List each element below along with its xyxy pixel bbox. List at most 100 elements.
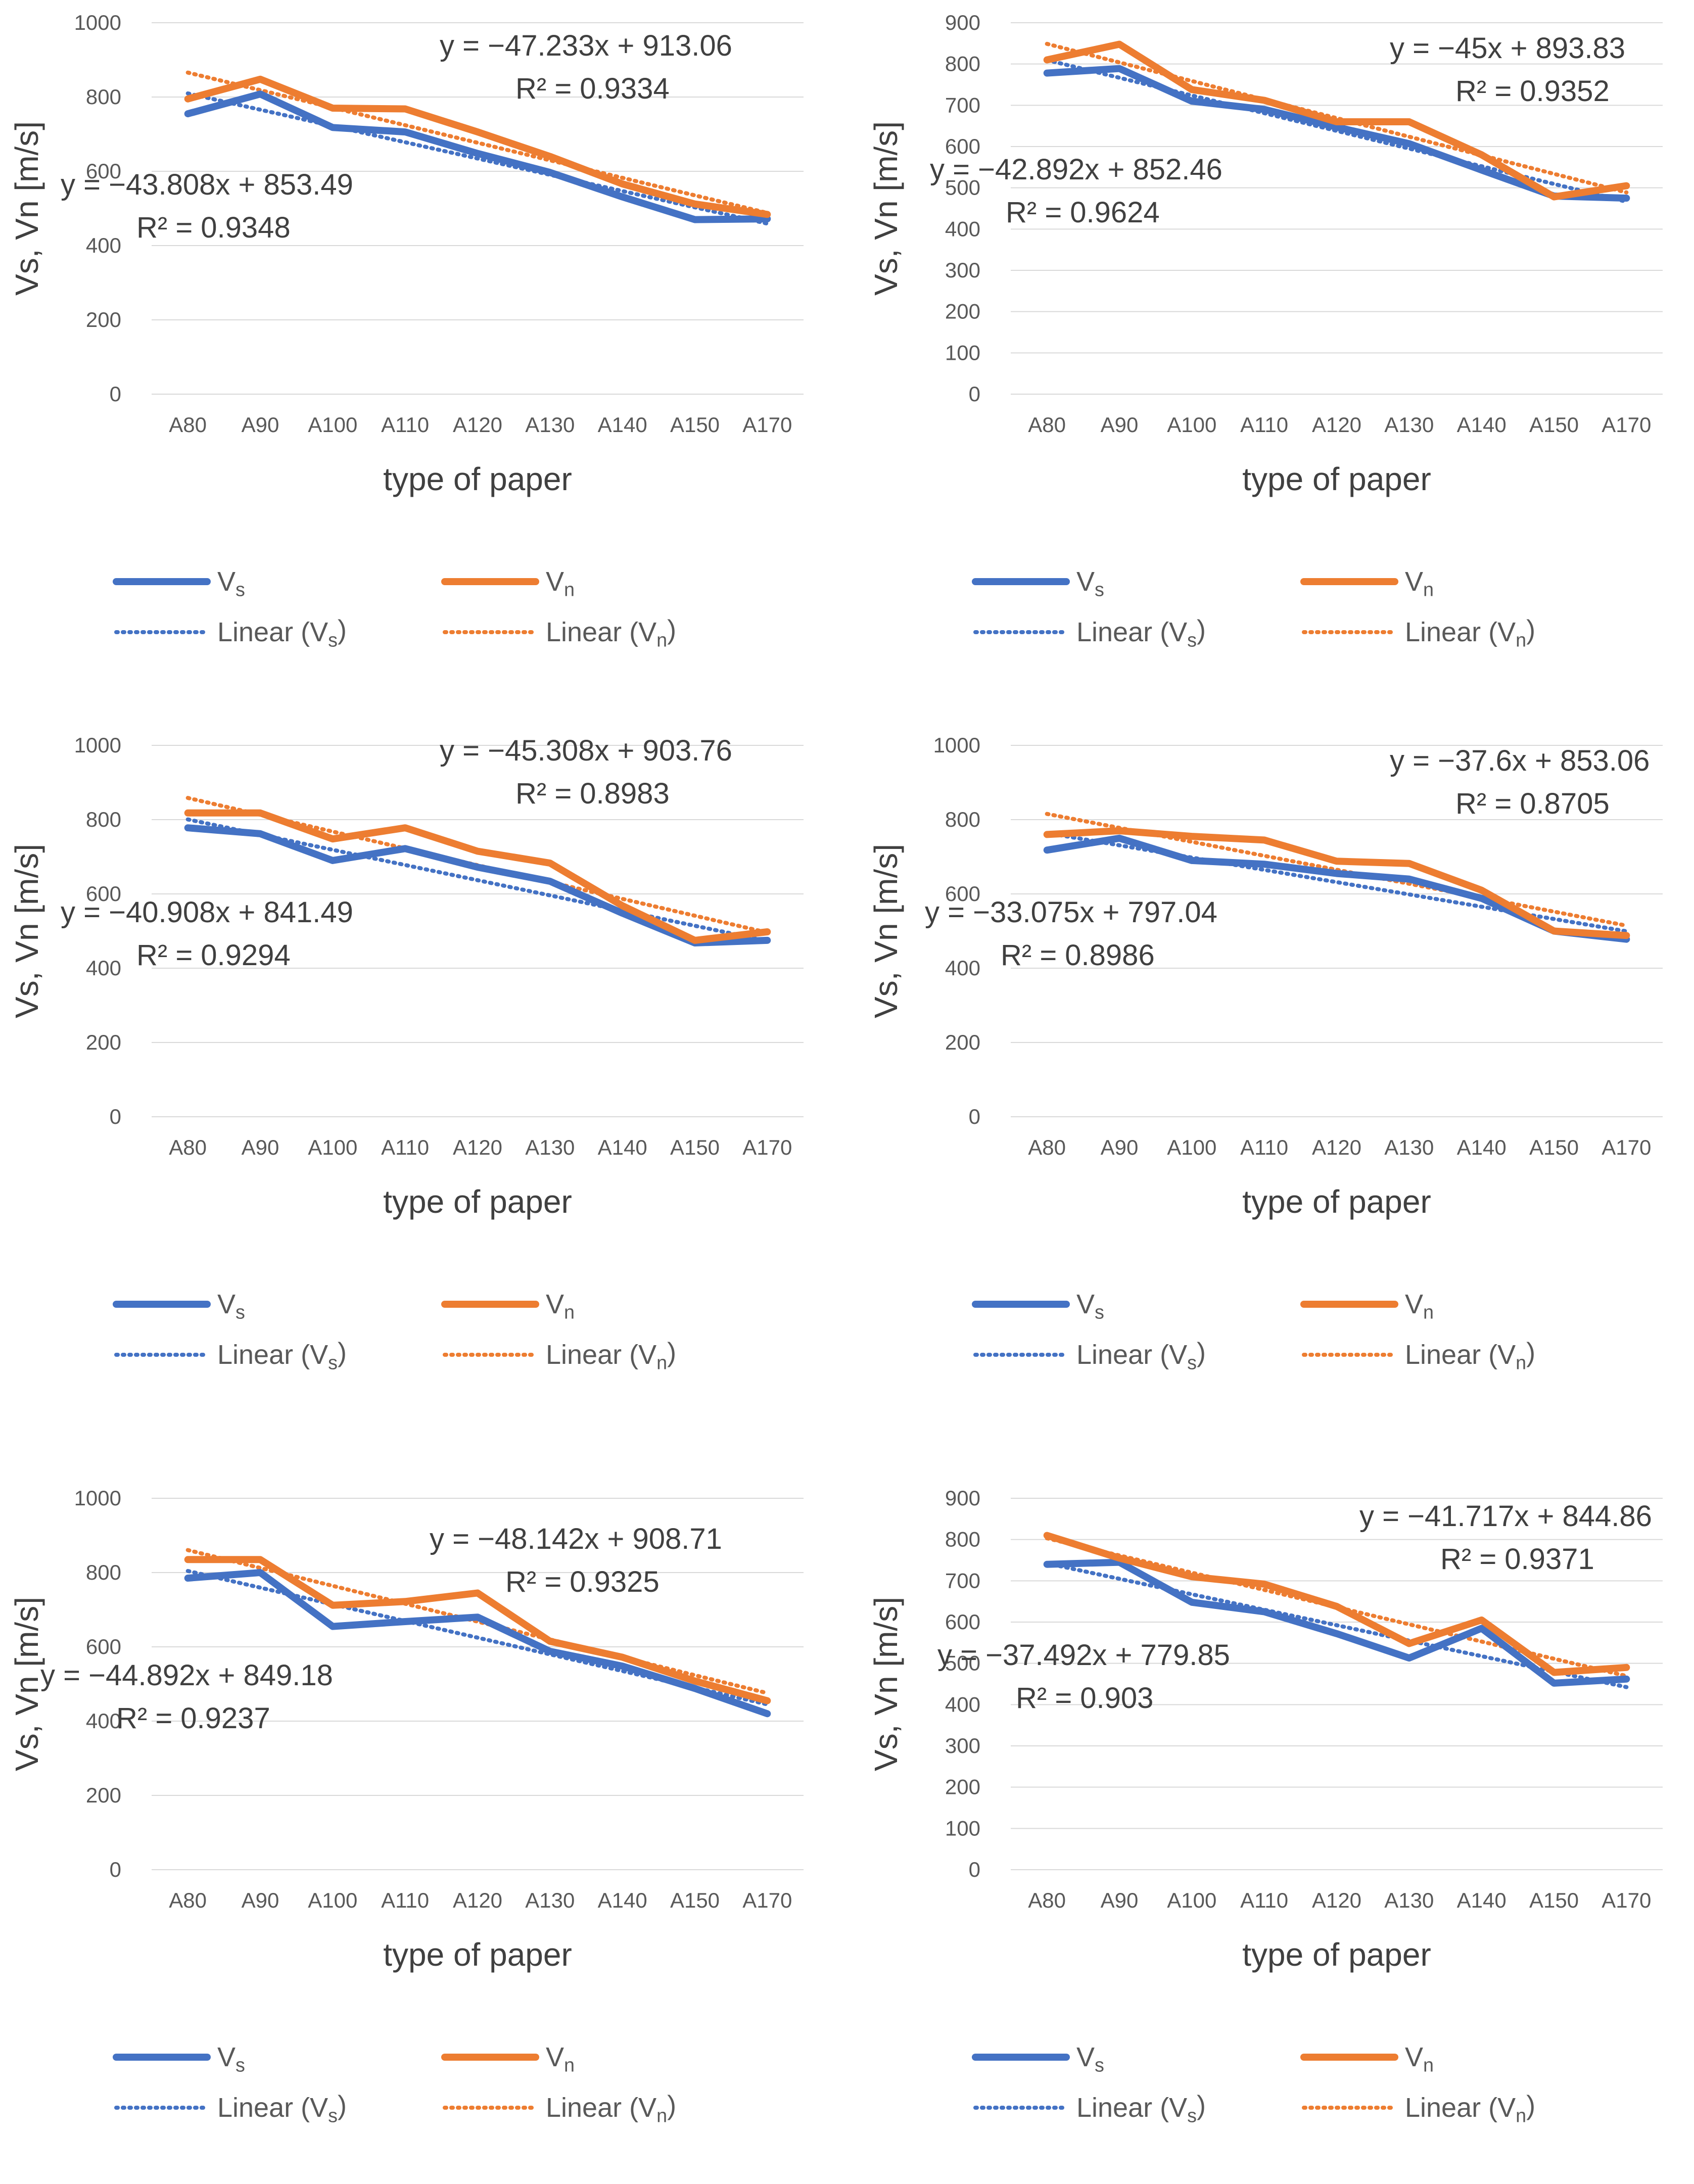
y-tick-label: 400: [945, 1692, 980, 1716]
x-tick-label: A90: [1101, 1888, 1139, 1912]
y-axis-title: Vs, Vn [m/s]: [9, 844, 45, 1018]
x-tick-label: A120: [453, 1135, 502, 1159]
y-tick-label: 200: [86, 1030, 121, 1054]
legend-linear-vs: Linear (Vs​): [973, 2090, 1206, 2127]
series-line-vn: [1043, 1532, 1630, 1676]
x-tick-label: A100: [1167, 1888, 1216, 1912]
y-tick-label: 800: [86, 1560, 121, 1584]
x-axis-title: type of paper: [1242, 461, 1431, 497]
series-line-vn: [184, 1556, 771, 1704]
x-tick-label: A170: [742, 413, 792, 437]
y-tick-label: 1000: [933, 733, 980, 757]
chart-svg: 0 200 400 600 800 1000 A80 A90 A100 A110 A120 A130 A…: [868, 733, 1663, 1374]
x-axis-title: type of paper: [1242, 1936, 1431, 1973]
legend-label: Vs​: [217, 2042, 245, 2076]
chart-panel-2: 0 100 200 300 400 500 600 700 800 900 A80 A90 A100 A1…: [859, 0, 1688, 707]
legend-vs: Vs​: [972, 2042, 1104, 2076]
y-tick-label: 200: [945, 1030, 980, 1054]
y-tick-label: 700: [945, 93, 980, 117]
legend-vn: Vn​: [441, 2042, 575, 2076]
legend-label: Linear (Vn​): [1405, 1337, 1535, 1373]
legend-linear-vs: Linear (Vs​): [114, 2090, 347, 2127]
y-tick-label: 800: [86, 85, 121, 109]
y-tick-label: 900: [945, 1486, 980, 1510]
chart-panel-1: 0 200 400 600 800 1000 A80 A90 A100 A110 A120 A130 A…: [0, 0, 829, 707]
legend-label: Vs​: [217, 1289, 245, 1323]
y-axis-title: Vs, Vn [m/s]: [868, 844, 904, 1018]
legend-vs: Vs​: [113, 1289, 245, 1323]
legend-label: Linear (Vs​): [1076, 2090, 1206, 2126]
y-tick-label: 800: [86, 808, 121, 831]
trend-equation-vn: y = −45.308x + 903.76: [440, 734, 732, 767]
x-tick-label: A120: [1312, 1135, 1361, 1159]
x-axis-title: type of paper: [383, 1936, 572, 1973]
trendline-vs: [185, 91, 770, 226]
y-axis-title: Vs, Vn [m/s]: [9, 121, 45, 296]
r-squared-vn: R² = 0.9371: [1440, 1543, 1594, 1576]
x-tick-label: A150: [670, 1135, 720, 1159]
x-tick-label: A170: [742, 1135, 792, 1159]
legend-label: Linear (Vn​): [1405, 614, 1535, 651]
y-tick-label: 400: [86, 233, 121, 257]
y-axis-title-group: Vs, Vn [m/s]: [9, 121, 45, 296]
legend-linear-vn: Linear (Vn​): [1302, 1337, 1535, 1374]
x-tick-label: A100: [308, 413, 357, 437]
x-tick-label: A140: [598, 1888, 647, 1912]
trend-equation-vn: y = −37.6x + 853.06: [1390, 744, 1650, 777]
x-tick-label: A80: [1028, 1135, 1066, 1159]
legend-linear-vn: Linear (Vn​): [1302, 2090, 1535, 2127]
x-tick-label: A90: [1101, 1135, 1139, 1159]
legend-vs: Vs​: [972, 1289, 1104, 1323]
y-tick-label: 600: [86, 1635, 121, 1658]
series-line-vs: [1043, 1558, 1630, 1687]
trendline-vn: [185, 70, 770, 215]
y-axis-title: Vs, Vn [m/s]: [868, 1597, 904, 1771]
chart-svg: 0 200 400 600 800 1000 A80 A90 A100 A110 A120 A130 A…: [9, 733, 804, 1374]
legend-linear-vs: Linear (Vs​): [973, 614, 1206, 651]
legend-label: Linear (Vn​): [546, 2090, 676, 2126]
series-line-vs: [184, 90, 771, 223]
y-tick-label: 0: [110, 382, 121, 406]
y-axis-title: Vs, Vn [m/s]: [868, 121, 904, 296]
trend-equation-vs: y = −44.892x + 849.18: [40, 1659, 333, 1692]
legend-linear-vn: Linear (Vn​): [1302, 614, 1535, 651]
x-tick-label: A90: [1101, 413, 1139, 437]
x-tick-label: A110: [1240, 413, 1288, 437]
x-tick-label: A170: [742, 1888, 792, 1912]
x-tick-label: A100: [1167, 413, 1216, 437]
x-tick-label: A80: [169, 413, 207, 437]
x-tick-label: A150: [670, 413, 720, 437]
series-line-vs: [1043, 65, 1630, 202]
y-tick-label: 600: [86, 882, 121, 906]
x-tick-label: A80: [169, 1888, 207, 1912]
trend-equation-vn: y = −48.142x + 908.71: [430, 1523, 722, 1555]
trend-equation-vn: y = −45x + 893.83: [1390, 32, 1625, 65]
y-tick-label: 200: [86, 308, 121, 331]
y-tick-label: 1000: [74, 733, 121, 757]
r-squared-vs: R² = 0.8986: [1001, 939, 1155, 972]
trend-equation-vs: y = −42.892x + 852.46: [930, 153, 1222, 186]
legend-vs: Vs​: [113, 2042, 245, 2076]
chart-panel-3: 0 200 400 600 800 1000 A80 A90 A100 A110 A120 A130 A…: [0, 723, 829, 1430]
x-tick-label: A140: [598, 1135, 647, 1159]
x-tick-label: A140: [1457, 413, 1507, 437]
legend-label: Linear (Vs​): [217, 1337, 347, 1373]
x-tick-label: A140: [598, 413, 647, 437]
y-tick-label: 200: [945, 300, 980, 323]
legend-label: Vn​: [546, 2042, 575, 2076]
r-squared-vs: R² = 0.9624: [1006, 196, 1160, 229]
legend-label: Vn​: [1405, 566, 1434, 601]
x-tick-label: A120: [453, 1888, 502, 1912]
y-tick-label: 500: [945, 1651, 980, 1675]
y-axis-title-group: Vs, Vn [m/s]: [9, 844, 45, 1018]
series-line-vn: [1043, 827, 1630, 939]
legend-label: Linear (Vn​): [546, 1337, 676, 1373]
y-axis-title-group: Vs, Vn [m/s]: [868, 844, 904, 1018]
trendline-vs: [1045, 58, 1629, 204]
y-tick-label: 200: [945, 1775, 980, 1799]
x-tick-label: A170: [1602, 413, 1651, 437]
y-tick-label: 100: [945, 341, 980, 364]
legend-vn: Vn​: [441, 1289, 575, 1323]
x-tick-label: A130: [525, 1888, 575, 1912]
legend-label: Linear (Vs​): [1076, 614, 1206, 651]
